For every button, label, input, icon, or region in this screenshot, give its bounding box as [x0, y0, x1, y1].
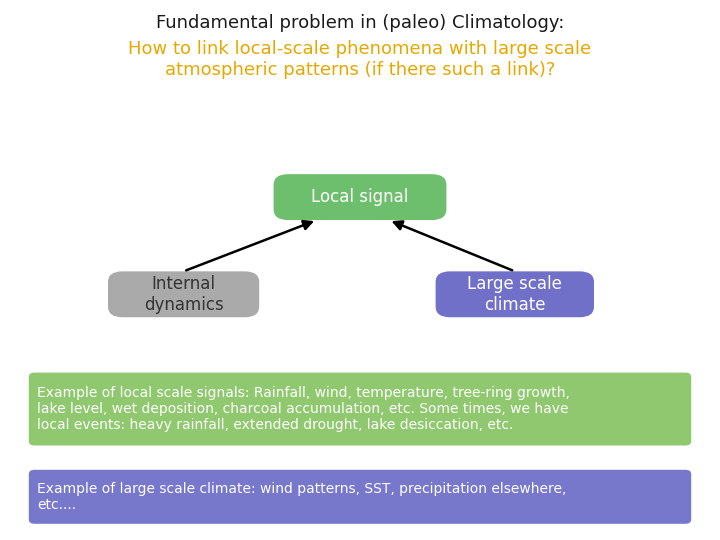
Text: How to link local-scale phenomena with large scale
atmospheric patterns (if ther: How to link local-scale phenomena with l…	[128, 40, 592, 79]
FancyBboxPatch shape	[274, 174, 446, 220]
Text: Local signal: Local signal	[311, 188, 409, 206]
Text: Example of large scale climate: wind patterns, SST, precipitation elsewhere,
etc: Example of large scale climate: wind pat…	[37, 482, 567, 512]
Text: Large scale
climate: Large scale climate	[467, 275, 562, 314]
Text: Example of local scale signals: Rainfall, wind, temperature, tree-ring growth,
l: Example of local scale signals: Rainfall…	[37, 386, 570, 432]
FancyBboxPatch shape	[436, 271, 594, 317]
FancyBboxPatch shape	[29, 470, 691, 524]
Text: Fundamental problem in (paleo) Climatology:: Fundamental problem in (paleo) Climatolo…	[156, 14, 564, 31]
FancyBboxPatch shape	[108, 271, 259, 317]
FancyBboxPatch shape	[29, 373, 691, 446]
Text: Internal
dynamics: Internal dynamics	[144, 275, 223, 314]
